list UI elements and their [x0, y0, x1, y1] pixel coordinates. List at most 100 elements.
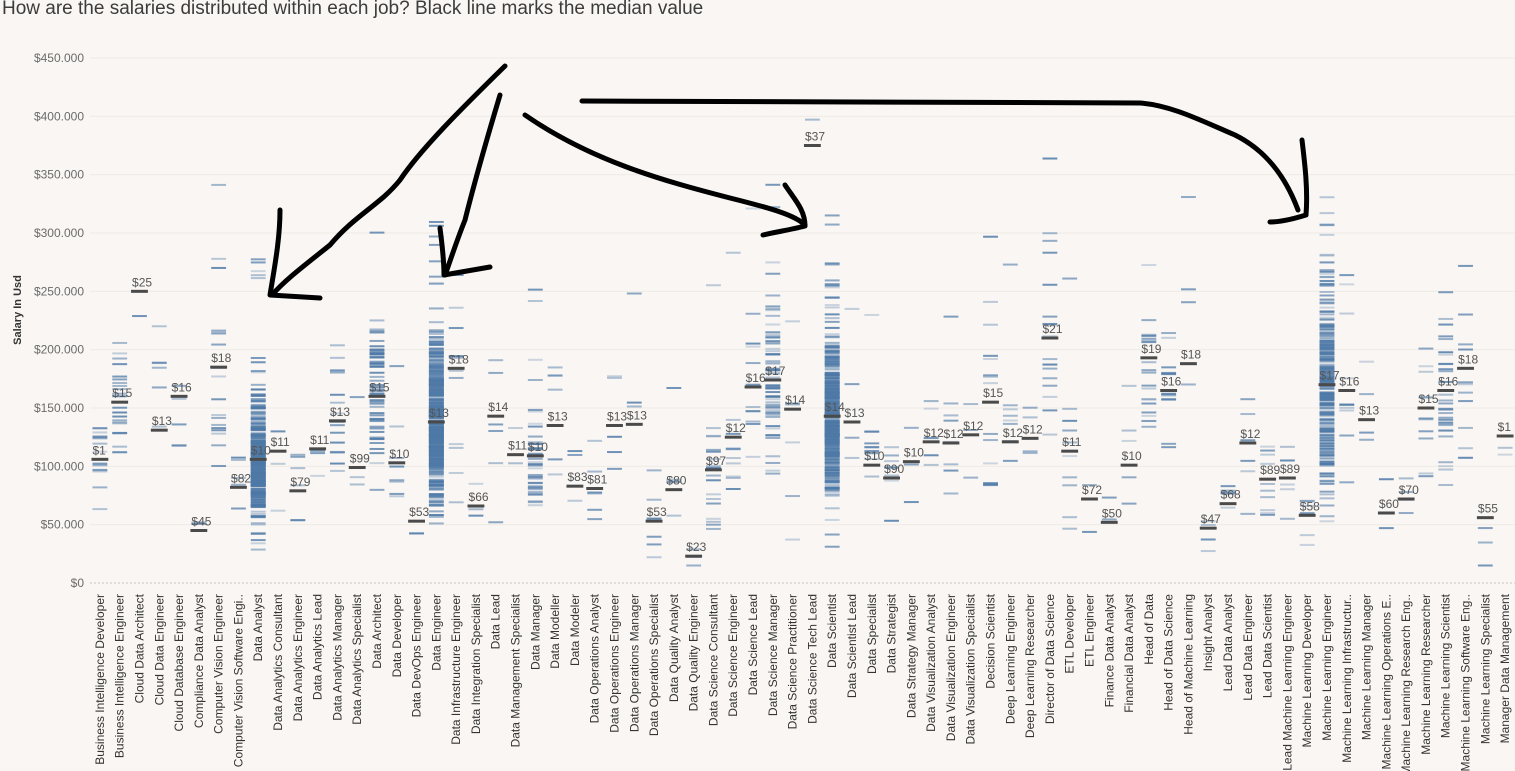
salary-mark[interactable] [785, 441, 801, 444]
salary-mark[interactable] [428, 461, 444, 464]
salary-mark[interactable] [1319, 457, 1335, 460]
salary-mark[interactable] [369, 436, 385, 439]
salary-mark[interactable] [765, 396, 781, 399]
salary-mark[interactable] [428, 469, 444, 472]
salary-mark[interactable] [1319, 344, 1335, 347]
salary-mark[interactable] [864, 313, 880, 316]
salary-mark[interactable] [1319, 323, 1335, 326]
salary-mark[interactable] [824, 427, 840, 430]
salary-mark[interactable] [112, 378, 128, 381]
salary-mark[interactable] [646, 543, 662, 546]
salary-mark[interactable] [428, 484, 444, 487]
salary-mark[interactable] [884, 479, 899, 482]
salary-mark[interactable] [1062, 484, 1078, 487]
salary-mark[interactable] [824, 365, 840, 368]
salary-mark[interactable] [1141, 371, 1157, 374]
salary-mark[interactable] [706, 464, 721, 467]
salary-mark[interactable] [1062, 441, 1078, 444]
salary-mark[interactable] [1319, 386, 1335, 389]
salary-mark[interactable] [329, 469, 345, 472]
salary-mark[interactable] [824, 391, 840, 394]
salary-mark[interactable] [428, 459, 444, 462]
salary-mark[interactable] [547, 388, 563, 391]
salary-mark[interactable] [250, 494, 266, 497]
median-line[interactable] [111, 400, 129, 404]
salary-mark[interactable] [1418, 475, 1434, 478]
salary-mark[interactable] [765, 305, 781, 308]
salary-mark[interactable] [765, 427, 781, 430]
salary-mark[interactable] [824, 450, 840, 453]
salary-mark[interactable] [468, 508, 484, 511]
salary-mark[interactable] [369, 351, 385, 354]
salary-mark[interactable] [1319, 455, 1335, 458]
salary-mark[interactable] [428, 349, 444, 352]
salary-mark[interactable] [1062, 476, 1078, 479]
salary-mark[interactable] [824, 326, 840, 329]
salary-mark[interactable] [250, 394, 266, 397]
salary-mark[interactable] [1319, 480, 1335, 483]
median-line[interactable] [427, 420, 445, 424]
salary-mark[interactable] [725, 448, 741, 451]
salary-mark[interactable] [428, 355, 444, 358]
salary-mark[interactable] [1279, 517, 1295, 520]
salary-mark[interactable] [428, 374, 444, 377]
salary-mark[interactable] [824, 400, 840, 403]
salary-mark[interactable] [1319, 515, 1335, 518]
salary-mark[interactable] [428, 379, 444, 382]
salary-mark[interactable] [171, 397, 187, 400]
salary-mark[interactable] [428, 373, 444, 376]
salary-mark[interactable] [607, 467, 622, 470]
salary-mark[interactable] [1319, 475, 1335, 478]
salary-mark[interactable] [785, 495, 801, 498]
salary-mark[interactable] [428, 453, 444, 456]
salary-mark[interactable] [824, 388, 840, 391]
median-line[interactable] [526, 454, 544, 458]
salary-mark[interactable] [349, 483, 365, 486]
salary-mark[interactable] [112, 395, 128, 398]
salary-mark[interactable] [1319, 352, 1335, 355]
salary-mark[interactable] [824, 466, 840, 469]
salary-mark[interactable] [428, 398, 444, 401]
salary-mark[interactable] [1141, 387, 1157, 390]
salary-mark[interactable] [1339, 434, 1355, 437]
salary-mark[interactable] [1240, 470, 1256, 473]
salary-mark[interactable] [1319, 375, 1335, 378]
salary-mark[interactable] [369, 331, 385, 334]
salary-mark[interactable] [824, 493, 840, 496]
salary-mark[interactable] [824, 447, 840, 450]
salary-mark[interactable] [250, 548, 266, 551]
salary-mark[interactable] [1141, 425, 1157, 428]
salary-mark[interactable] [1101, 496, 1117, 499]
salary-mark[interactable] [983, 439, 998, 442]
salary-mark[interactable] [824, 395, 840, 398]
salary-mark[interactable] [1319, 385, 1335, 388]
salary-mark[interactable] [428, 363, 444, 366]
salary-mark[interactable] [250, 420, 266, 423]
salary-mark[interactable] [765, 385, 781, 388]
median-line[interactable] [507, 453, 524, 457]
salary-mark[interactable] [250, 491, 266, 494]
salary-mark[interactable] [666, 514, 682, 517]
salary-mark[interactable] [1319, 279, 1335, 282]
salary-mark[interactable] [488, 462, 504, 465]
salary-mark[interactable] [211, 330, 227, 333]
salary-mark[interactable] [1319, 354, 1335, 357]
salary-mark[interactable] [1319, 370, 1335, 373]
salary-mark[interactable] [824, 434, 840, 437]
salary-mark[interactable] [1121, 476, 1137, 479]
salary-mark[interactable] [329, 462, 345, 465]
salary-mark[interactable] [587, 508, 603, 511]
salary-mark[interactable] [824, 393, 840, 396]
median-line[interactable] [1120, 463, 1138, 467]
salary-mark[interactable] [428, 450, 444, 453]
salary-mark[interactable] [1319, 341, 1335, 344]
salary-mark[interactable] [1240, 459, 1256, 462]
salary-mark[interactable] [1319, 454, 1335, 457]
salary-mark[interactable] [1319, 310, 1335, 313]
salary-mark[interactable] [527, 448, 543, 451]
salary-mark[interactable] [428, 405, 444, 408]
salary-mark[interactable] [1319, 313, 1335, 316]
salary-mark[interactable] [250, 515, 266, 518]
salary-mark[interactable] [765, 387, 781, 390]
salary-mark[interactable] [112, 382, 128, 385]
